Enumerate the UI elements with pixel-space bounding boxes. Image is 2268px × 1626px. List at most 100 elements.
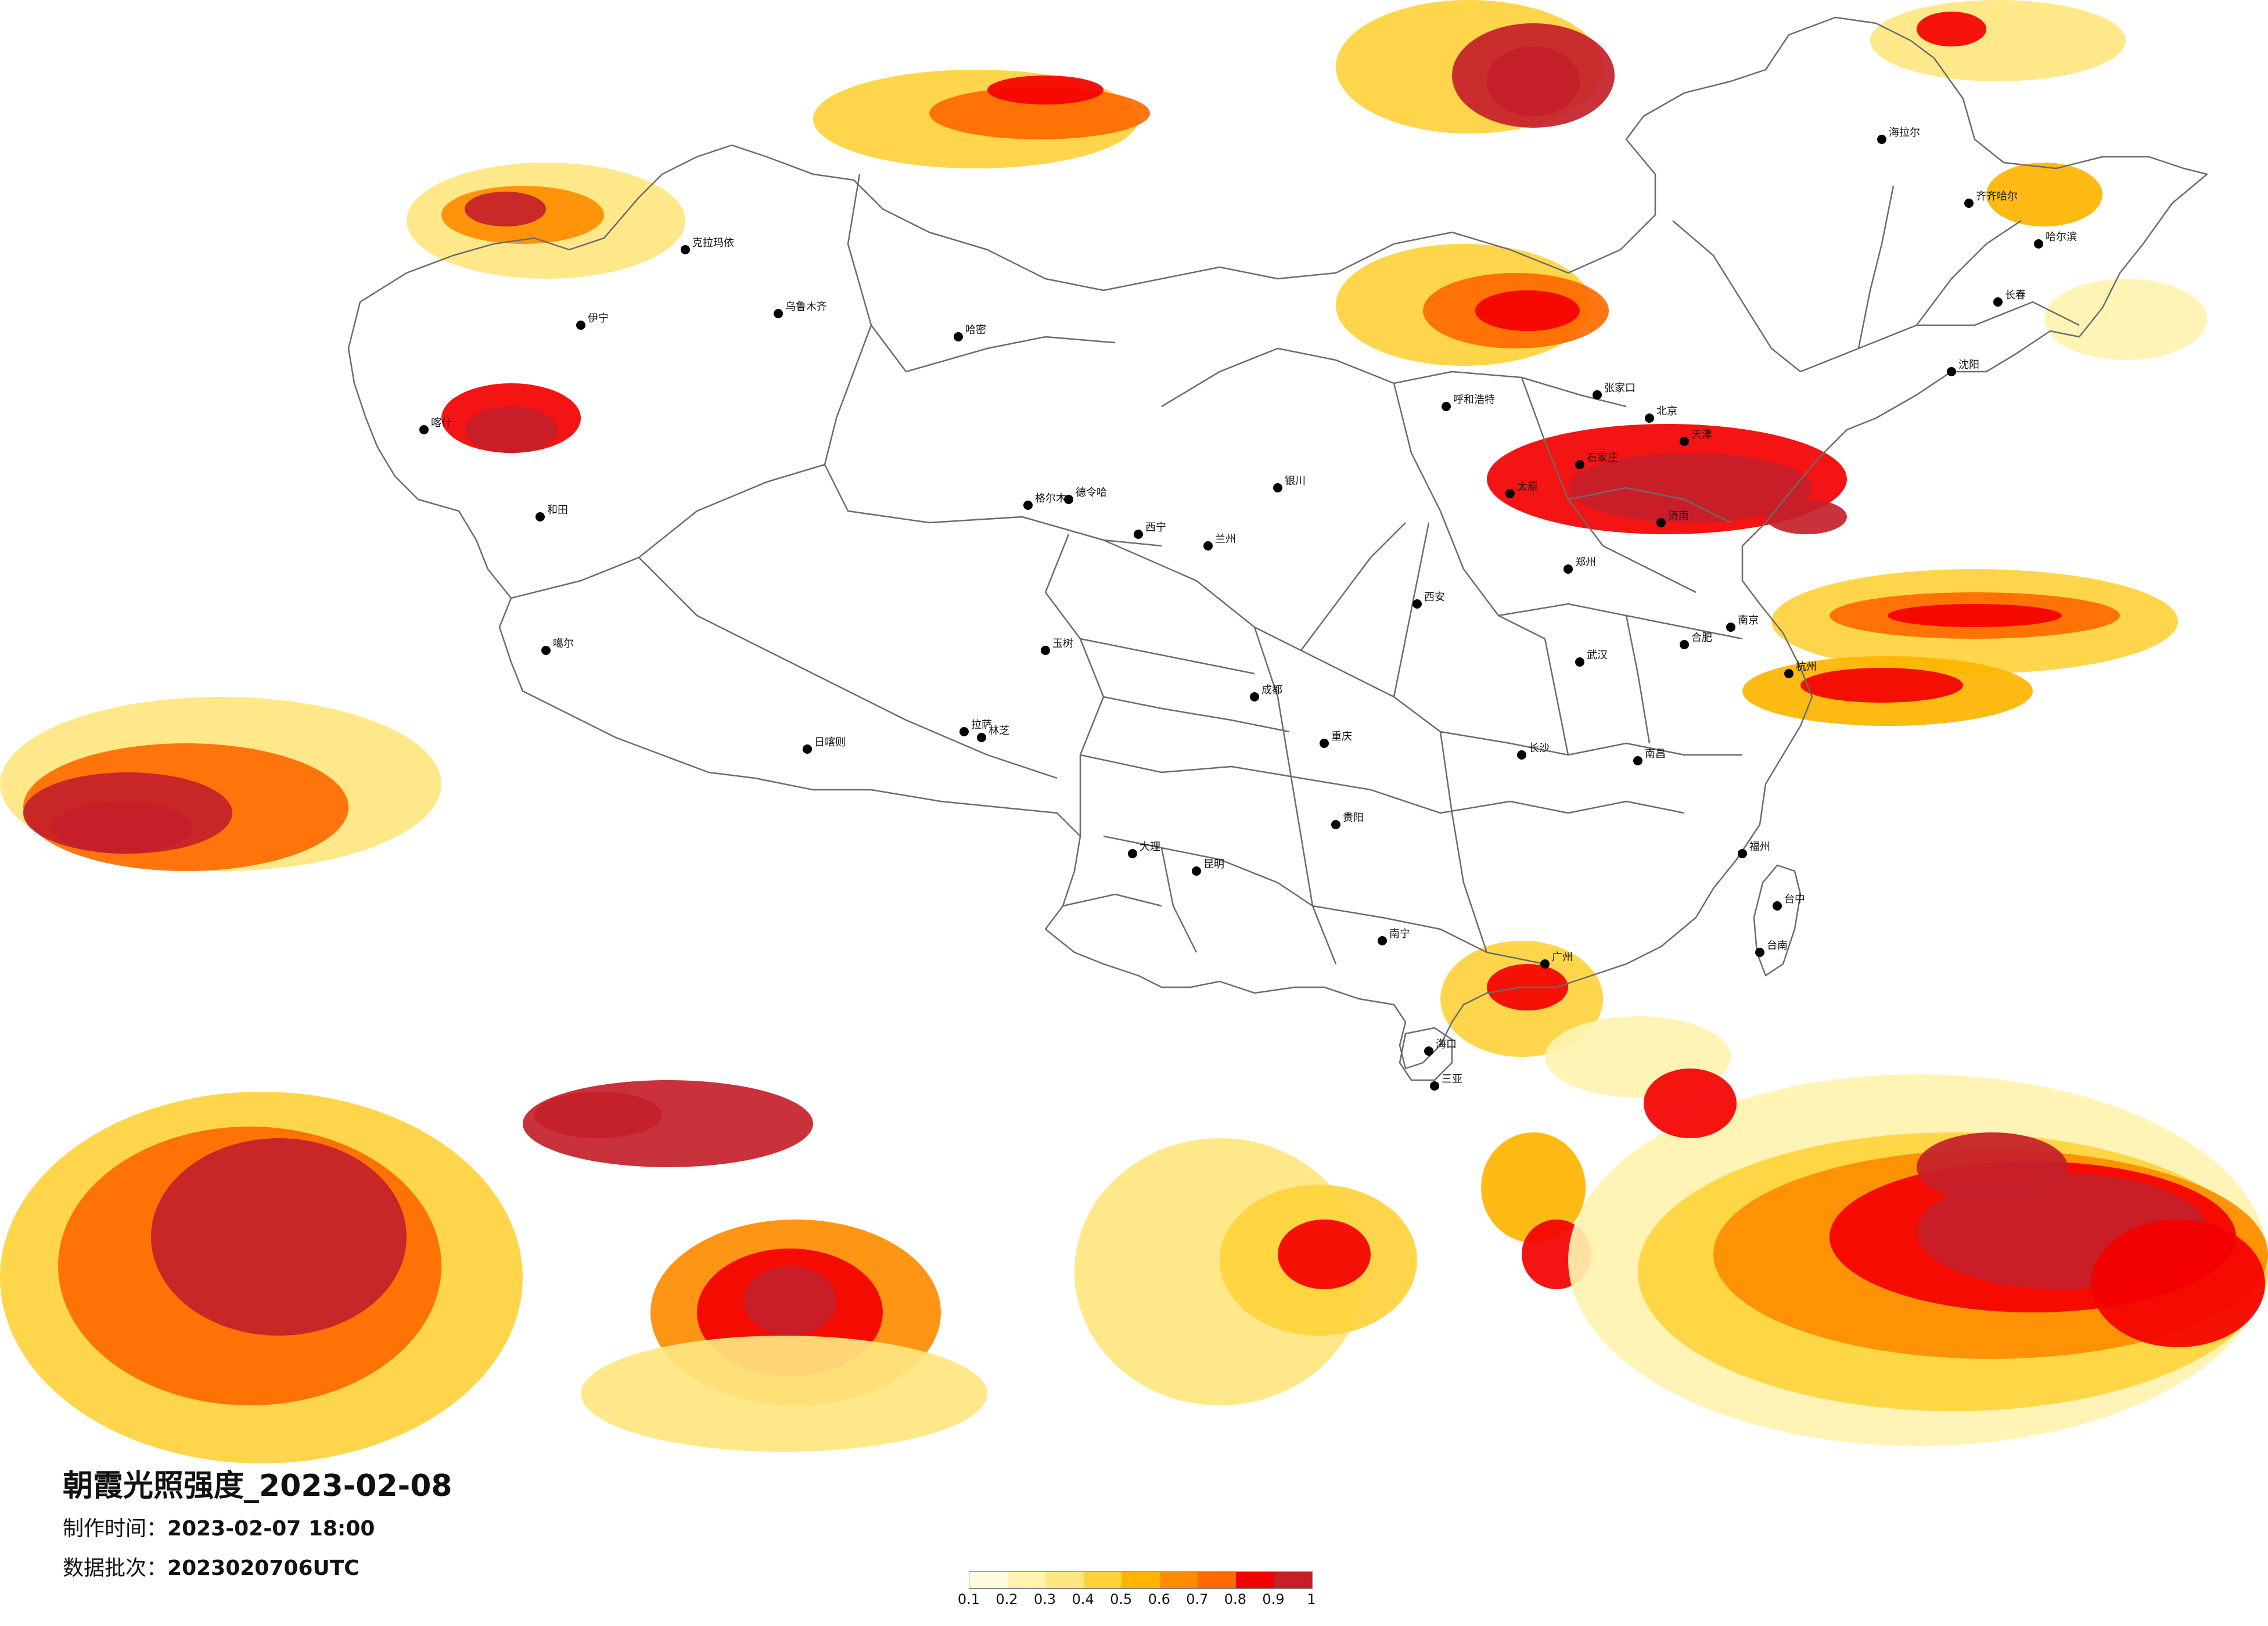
china-outline — [347, 16, 2208, 1070]
city-marker: 福州 — [1738, 841, 1770, 858]
city-label: 西安 — [1424, 591, 1445, 603]
legend-swatch — [1007, 1572, 1046, 1588]
city-marker: 德令哈 — [1064, 487, 1107, 504]
city-marker: 南昌 — [1633, 748, 1666, 765]
city-label: 长春 — [2005, 289, 2026, 301]
legend-tick-label: 0.6 — [1148, 1591, 1170, 1607]
city-label: 台中 — [1784, 893, 1805, 905]
city-label: 玉树 — [1052, 638, 1073, 650]
glow-region — [581, 1336, 987, 1452]
city-label: 南宁 — [1389, 928, 1410, 940]
city-marker: 张家口 — [1593, 382, 1636, 400]
city-dot — [1877, 135, 1886, 144]
city-dot — [954, 332, 963, 341]
legend-tick-label: 0.3 — [1034, 1591, 1056, 1607]
city-label: 台南 — [1767, 940, 1788, 952]
legend-tick-label: 0.1 — [957, 1591, 980, 1607]
city-marker: 合肥 — [1680, 632, 1712, 649]
city-marker: 喀什 — [419, 417, 452, 434]
glow-region — [929, 87, 1150, 139]
city-dot — [1412, 599, 1422, 609]
city-dot — [681, 245, 690, 254]
legend-tick-label: 0.9 — [1262, 1591, 1285, 1607]
city-marker: 成都 — [1250, 684, 1282, 702]
city-marker: 玉树 — [1041, 638, 1073, 655]
city-dot — [1442, 402, 1451, 411]
city-marker: 海拉尔 — [1877, 127, 1920, 144]
city-label: 石家庄 — [1587, 452, 1618, 464]
city-label: 海口 — [1436, 1038, 1457, 1051]
city-label: 合肥 — [1691, 632, 1712, 644]
legend-ticks: 0.1 0.2 0.3 0.4 0.5 0.6 0.7 0.8 0.9 1 — [958, 1591, 1316, 1611]
city-label: 成都 — [1261, 684, 1282, 696]
city-dot — [1192, 866, 1201, 876]
city-marker: 乌鲁木齐 — [774, 301, 827, 318]
city-dot — [1575, 657, 1584, 667]
city-label: 齐齐哈尔 — [1976, 190, 2018, 203]
city-label: 长沙 — [1529, 742, 1550, 754]
city-label: 喀什 — [431, 417, 452, 429]
glow-region — [534, 1092, 662, 1138]
city-label: 昆明 — [1203, 858, 1224, 870]
legend-swatch — [969, 1572, 1008, 1588]
legend-swatch — [1274, 1572, 1313, 1588]
city-label: 三亚 — [1442, 1073, 1462, 1085]
legend-tick-label: 0.2 — [995, 1591, 1018, 1607]
city-dot — [2034, 239, 2043, 249]
city-marker: 南宁 — [1378, 928, 1410, 945]
legend-swatch — [1198, 1572, 1236, 1588]
city-marker: 郑州 — [1563, 556, 1596, 574]
glow-region — [151, 1138, 407, 1336]
city-dot — [1128, 849, 1137, 858]
city-dot — [1633, 756, 1642, 765]
city-marker: 广州 — [1540, 951, 1573, 969]
city-label: 重庆 — [1331, 731, 1352, 743]
glow-region — [1487, 46, 1580, 116]
city-marker: 台中 — [1773, 893, 1805, 911]
legend-swatch — [1083, 1572, 1122, 1588]
city-label: 天津 — [1691, 429, 1712, 441]
city-marker: 沈阳 — [1947, 359, 1979, 376]
city-dot — [535, 512, 545, 521]
city-dot — [576, 321, 585, 330]
legend-tick-label: 0.7 — [1186, 1591, 1209, 1607]
city-marker: 林芝 — [977, 725, 1009, 742]
city-dot — [774, 309, 783, 318]
taiwan-outline — [1753, 864, 1802, 977]
city-marker: 格尔木 — [1023, 492, 1066, 510]
city-dot — [977, 733, 986, 742]
glow-region — [1986, 163, 2102, 226]
city-dot — [1738, 849, 1747, 858]
city-label: 乌鲁木齐 — [785, 301, 827, 313]
city-dot — [1680, 437, 1689, 446]
city-marker: 北京 — [1645, 405, 1677, 423]
city-label: 海拉尔 — [1889, 127, 1920, 139]
city-label: 噶尔 — [553, 638, 574, 650]
city-marker: 银川 — [1273, 475, 1306, 492]
city-marker: 济南 — [1656, 510, 1689, 527]
city-dot — [1563, 564, 1573, 574]
city-marker: 武汉 — [1575, 649, 1608, 667]
city-label: 沈阳 — [1958, 359, 1979, 371]
made-time-label: 制作时间： — [63, 1517, 168, 1541]
city-dot — [803, 744, 812, 754]
batch-value: 2023020706UTC — [167, 1556, 360, 1580]
china-province-boundaries — [347, 16, 2208, 1081]
city-marker: 南京 — [1726, 614, 1759, 632]
glow-intensity-layer — [0, 0, 2268, 1463]
city-marker: 石家庄 — [1575, 452, 1618, 469]
city-dot — [1540, 959, 1550, 969]
glow-region — [1800, 668, 1963, 703]
glow-region — [1475, 290, 1580, 331]
made-time-value: 2023-02-07 18:00 — [167, 1517, 375, 1541]
glow-region — [2044, 279, 2207, 360]
city-label: 德令哈 — [1076, 487, 1107, 499]
city-dot — [1273, 483, 1282, 492]
city-dot — [419, 425, 429, 434]
city-label: 济南 — [1668, 510, 1689, 522]
city-dot — [1203, 541, 1213, 551]
city-label: 银川 — [1285, 475, 1306, 487]
city-dot — [1773, 901, 1782, 911]
legend-tick-label: 0.4 — [1072, 1591, 1094, 1607]
